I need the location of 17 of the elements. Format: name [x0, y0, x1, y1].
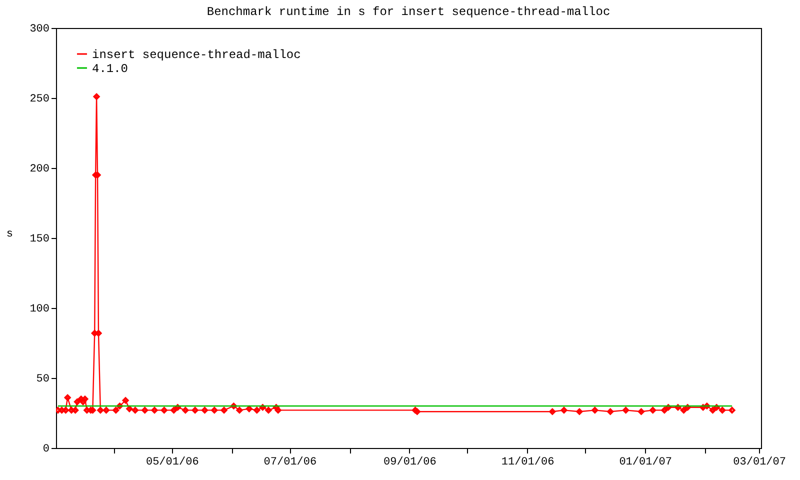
y-axis-title: s [6, 228, 13, 240]
x-tick-label: 05/01/06 [146, 456, 199, 468]
y-tick-label: 200 [30, 164, 50, 176]
legend-label: 4.1.0 [92, 62, 128, 76]
y-tick-label: 0 [42, 444, 50, 456]
x-tick-label: 07/01/06 [264, 456, 317, 468]
x-tick-label: 09/01/06 [384, 456, 436, 468]
y-tick-label: 250 [30, 94, 50, 106]
legend-label: insert sequence-thread-malloc [92, 48, 301, 62]
y-tick-label: 100 [30, 304, 50, 316]
y-tick-label: 50 [36, 374, 50, 386]
chart-title: Benchmark runtime in s for insert sequence-thread-malloc [206, 5, 610, 19]
x-tick-label: 01/01/07 [619, 456, 672, 468]
x-tick-label: 11/01/06 [501, 456, 554, 468]
y-tick-label: 150 [30, 234, 50, 246]
x-tick-label: 03/01/07 [733, 456, 786, 468]
y-tick-label: 300 [30, 24, 50, 36]
